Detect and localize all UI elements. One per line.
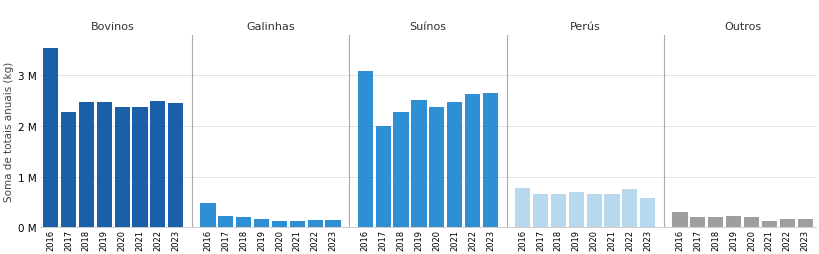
- Bar: [325, 220, 340, 227]
- Bar: [61, 113, 76, 227]
- Bar: [97, 103, 111, 227]
- Bar: [779, 220, 794, 227]
- Text: Bovinos: Bovinos: [91, 22, 135, 32]
- Bar: [218, 216, 233, 227]
- Text: Suínos: Suínos: [409, 22, 446, 32]
- Bar: [132, 107, 147, 227]
- Bar: [586, 194, 601, 227]
- Bar: [79, 103, 94, 227]
- Bar: [568, 192, 583, 227]
- Bar: [200, 203, 215, 227]
- Bar: [514, 188, 530, 227]
- Bar: [115, 107, 129, 227]
- Bar: [357, 72, 373, 227]
- Bar: [622, 189, 636, 227]
- Bar: [393, 113, 408, 227]
- Bar: [236, 217, 251, 227]
- Bar: [168, 103, 183, 227]
- Bar: [708, 217, 722, 227]
- Text: Outros: Outros: [723, 22, 760, 32]
- Bar: [464, 95, 480, 227]
- Text: Perús: Perús: [569, 22, 600, 32]
- Bar: [411, 100, 426, 227]
- Bar: [672, 212, 686, 227]
- Bar: [690, 217, 704, 227]
- Bar: [743, 217, 758, 227]
- Bar: [640, 198, 654, 227]
- Bar: [43, 49, 58, 227]
- Bar: [604, 194, 619, 227]
- Bar: [254, 219, 269, 227]
- Bar: [289, 221, 305, 227]
- Bar: [725, 216, 740, 227]
- Text: Galinhas: Galinhas: [246, 22, 295, 32]
- Bar: [446, 102, 462, 227]
- Bar: [761, 221, 776, 227]
- Bar: [272, 221, 287, 227]
- Bar: [550, 195, 565, 227]
- Bar: [150, 101, 165, 227]
- Bar: [797, 219, 812, 227]
- Y-axis label: Soma de totais anuais (kg): Soma de totais anuais (kg): [4, 62, 14, 201]
- Bar: [375, 126, 391, 227]
- Bar: [532, 194, 547, 227]
- Bar: [428, 108, 444, 227]
- Bar: [307, 220, 323, 227]
- Bar: [482, 93, 497, 227]
